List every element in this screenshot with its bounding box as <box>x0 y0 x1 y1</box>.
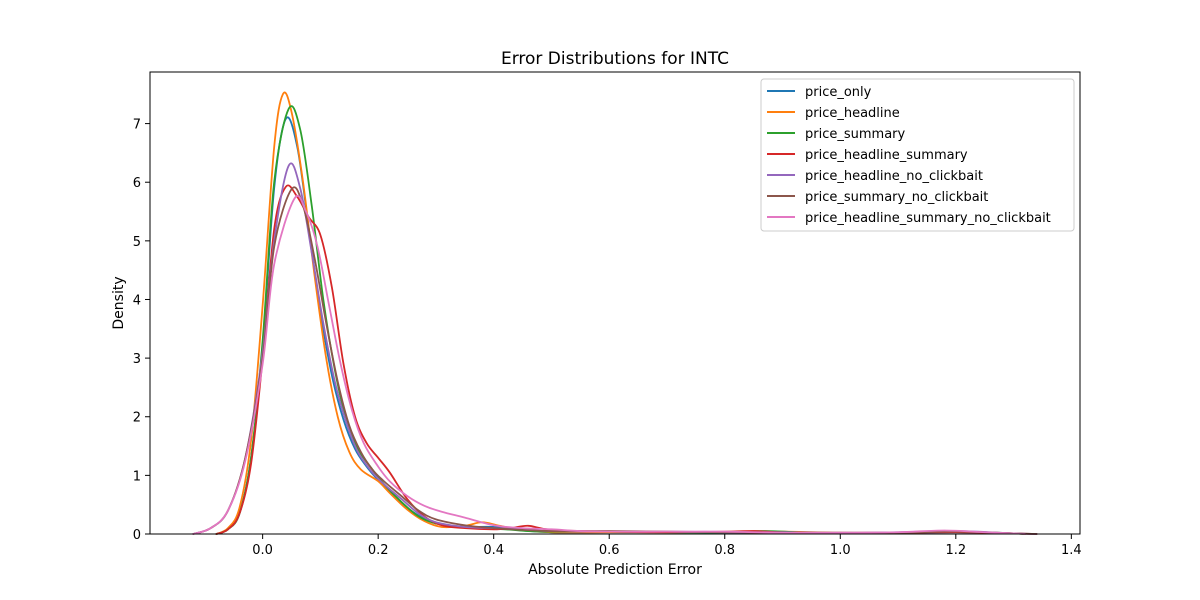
legend-label: price_summary <box>805 127 906 142</box>
legend-label: price_headline <box>805 106 900 121</box>
series-line-price-headline-summary-no-clickbait <box>192 194 1027 535</box>
y-tick-label: 3 <box>133 352 141 367</box>
plot-area <box>149 71 1081 535</box>
x-tick-label: 0.6 <box>599 543 620 558</box>
legend-label: price_headline_summary_no_clickbait <box>805 211 1051 226</box>
series-layer <box>192 91 1038 535</box>
x-tick-label: 0.8 <box>714 543 735 558</box>
y-axis: 0 1 2 3 4 5 6 7 <box>133 118 150 543</box>
y-tick-label: 7 <box>133 118 141 133</box>
legend-label: price_headline_summary <box>805 148 968 163</box>
y-axis-label: Density <box>111 276 127 329</box>
y-tick-label: 2 <box>133 411 141 426</box>
legend-label: price_only <box>805 85 872 100</box>
x-tick-label: 1.4 <box>1061 543 1082 558</box>
legend: price_only price_headline price_summarypri… <box>760 78 1075 232</box>
x-tick-label: 0.2 <box>368 543 389 558</box>
legend-box <box>760 78 1075 232</box>
legend-label: price_summary_no_clickbait <box>805 190 988 205</box>
x-tick-label: 1.0 <box>830 543 851 558</box>
x-tick-label: 0.0 <box>252 543 273 558</box>
legend-label: price_headline_no_clickbait <box>805 169 983 184</box>
y-tick-label: 4 <box>133 293 141 308</box>
y-tick-label: 1 <box>133 469 141 484</box>
y-tick-label: 5 <box>133 235 141 250</box>
axes-frame <box>149 71 1081 535</box>
x-axis-label: Absolute Prediction Error <box>528 562 702 578</box>
chart-title: Error Distributions for INTC <box>501 49 729 69</box>
y-tick-label: 0 <box>133 528 141 543</box>
y-tick-label: 6 <box>133 176 141 191</box>
x-axis: 0.0 0.2 0.4 0.6 0.8 1.0 1.2 1.4 <box>252 534 1082 558</box>
x-tick-label: 1.2 <box>945 543 966 558</box>
x-tick-label: 0.4 <box>483 543 504 558</box>
